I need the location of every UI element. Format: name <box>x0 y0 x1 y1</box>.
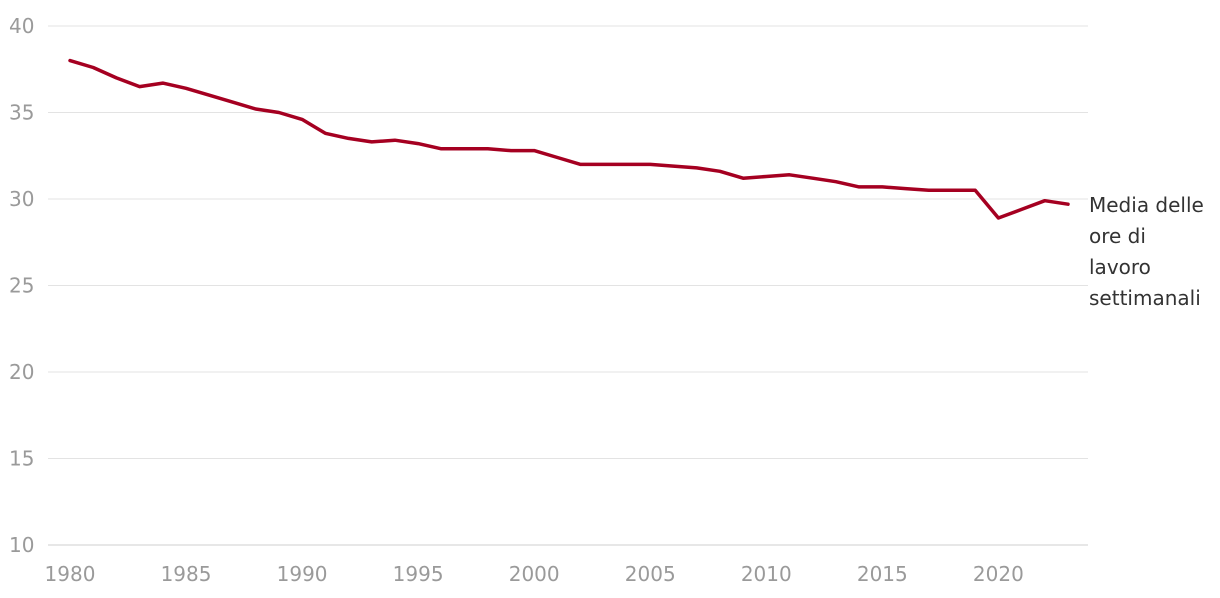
y-tick-label-15: 15 <box>9 447 34 471</box>
y-tick-label-10: 10 <box>9 533 34 557</box>
y-tick-label-40: 40 <box>9 14 34 38</box>
y-tick-label-25: 25 <box>9 274 34 298</box>
series-label-line-2: lavoro <box>1089 255 1151 279</box>
y-tick-label-35: 35 <box>9 101 34 125</box>
x-axis-ticks: 1980 1985 1990 1995 2000 2005 2010 2015 2020 <box>45 562 1024 586</box>
series <box>68 58 1070 220</box>
y-tick-label-20: 20 <box>9 360 34 384</box>
y-axis-ticks: 10 15 20 25 30 35 40 <box>9 14 34 557</box>
series-labels: Media delle ore di lavoro settimanali <box>1089 193 1204 310</box>
series-line-0 <box>68 58 1070 220</box>
y-tick-label-30: 30 <box>9 187 34 211</box>
series-label-line-3: settimanali <box>1089 286 1201 310</box>
x-tick-label-1990: 1990 <box>277 562 328 586</box>
x-tick-label-1980: 1980 <box>45 562 96 586</box>
x-tick-label-1985: 1985 <box>161 562 212 586</box>
x-tick-label-2005: 2005 <box>625 562 676 586</box>
x-tick-label-2015: 2015 <box>857 562 908 586</box>
series-label-line-0: Media delle <box>1089 193 1204 217</box>
x-tick-label-1995: 1995 <box>393 562 444 586</box>
x-tick-label-2010: 2010 <box>741 562 792 586</box>
x-tick-label-2000: 2000 <box>509 562 560 586</box>
gridlines <box>48 25 1088 546</box>
series-label-line-1: ore di <box>1089 224 1146 248</box>
x-tick-label-2020: 2020 <box>973 562 1024 586</box>
